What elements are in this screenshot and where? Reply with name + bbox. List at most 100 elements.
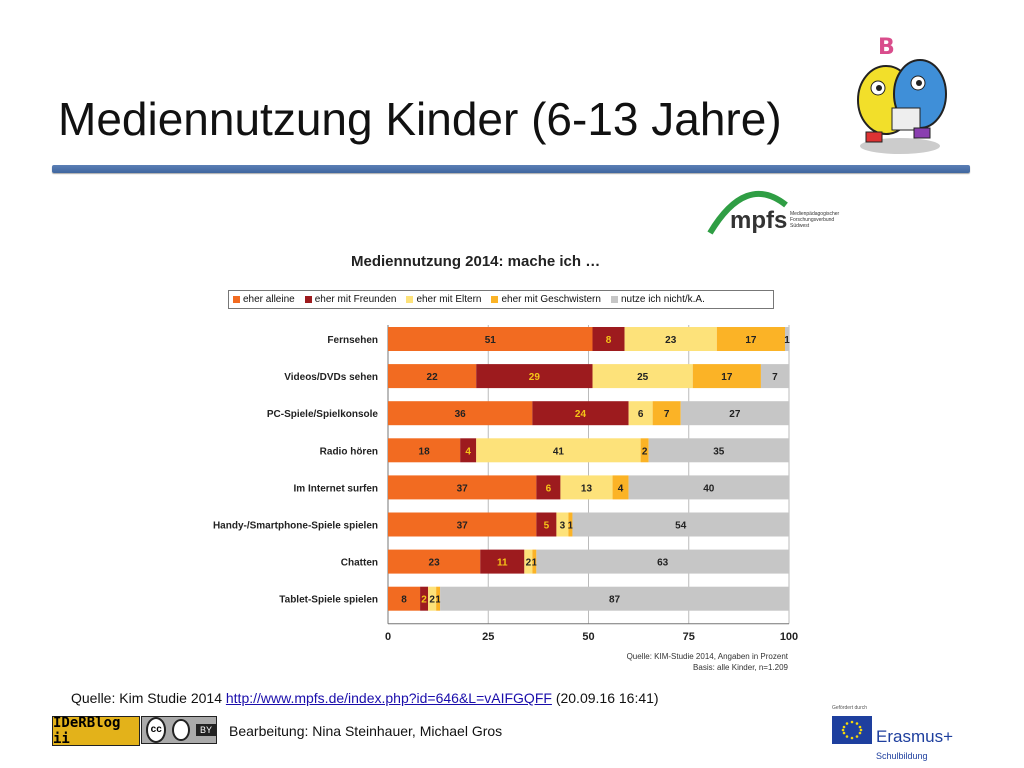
legend-item: nutze ich nicht/k.A. (610, 294, 705, 305)
data-label: 1 (784, 335, 790, 346)
source-link[interactable]: http://www.mpfs.de/index.php?id=646&L=vA… (225, 690, 552, 706)
data-label: 1 (435, 595, 441, 606)
bar-segment (476, 438, 641, 463)
bar-segment (388, 549, 481, 574)
bar-segment (628, 475, 789, 500)
legend-swatch (610, 296, 618, 303)
data-label: 24 (575, 409, 587, 420)
legend-label: eher mit Freunden (314, 294, 397, 305)
data-label: 40 (703, 483, 715, 494)
chart-legend: eher alleine eher mit Freunden eher mit El… (228, 290, 774, 309)
category-label: Chatten (341, 558, 378, 569)
bar-segment (532, 401, 629, 426)
bar-segment (568, 512, 573, 537)
bar-segment (692, 364, 761, 389)
x-tick-label: 0 (385, 631, 391, 643)
legend-label: eher mit Eltern (416, 294, 482, 305)
bar-segment (532, 549, 537, 574)
data-label: 5 (544, 521, 550, 532)
bar-segment (388, 475, 537, 500)
data-label: 22 (427, 372, 439, 383)
bar-segment (624, 327, 717, 351)
title-divider (52, 165, 970, 173)
slide-title: Mediennutzung Kinder (6-13 Jahre) (58, 93, 782, 145)
data-label: 2 (429, 595, 435, 606)
category-label: PC-Spiele/Spielkonsole (267, 409, 379, 420)
data-label: 6 (638, 409, 644, 420)
mpfs-arc-icon (707, 190, 788, 235)
legend-label: eher mit Geschwistern (501, 294, 601, 305)
bar-segment (556, 512, 569, 537)
source-prefix: Quelle: Kim Studie 2014 (71, 690, 226, 706)
data-label: 13 (581, 483, 593, 494)
bar-segment (524, 549, 533, 574)
data-label: 2 (642, 446, 648, 457)
data-label: 3 (560, 521, 566, 532)
x-tick-label: 100 (780, 631, 798, 643)
credit-line: Bearbeitung: Nina Steinhauer, Michael Gr… (229, 723, 503, 739)
bar-segment (388, 327, 593, 351)
bar-segment (536, 512, 557, 537)
erasmus-logo-text: Erasmus+ (876, 727, 953, 746)
data-label: 25 (637, 372, 649, 383)
legend-item: eher mit Geschwistern (491, 294, 601, 305)
bar-segment (420, 586, 429, 611)
data-label: 36 (455, 409, 467, 420)
x-tick-label: 25 (482, 631, 494, 643)
legend-item: eher mit Eltern (406, 294, 481, 305)
erasmus-subtitle: Schulbildung (876, 751, 928, 761)
category-label: Handy-/Smartphone-Spiele spielen (213, 521, 378, 532)
data-label: 35 (713, 446, 725, 457)
chart-source: Quelle: KIM-Studie 2014, Angaben in Proz… (612, 651, 788, 673)
x-tick-label: 50 (582, 631, 594, 643)
data-label: 1 (532, 558, 538, 569)
data-label: 4 (618, 483, 624, 494)
erasmus-supported-label: Gefördert durch (832, 705, 868, 711)
data-label: 2 (526, 558, 532, 569)
category-label: Tablet-Spiele spielen (279, 595, 378, 606)
data-label: 87 (609, 595, 621, 606)
data-label: 2 (421, 595, 427, 606)
data-label: 17 (745, 335, 757, 346)
data-label: 51 (485, 335, 497, 346)
bar-segment (716, 327, 785, 351)
mascot-logo: B (857, 35, 947, 154)
legend-swatch (233, 296, 240, 303)
bar-segment (480, 549, 525, 574)
data-label: 11 (497, 558, 508, 569)
eu-flag-icon (832, 716, 872, 744)
bar-segment (536, 549, 789, 574)
data-label: 41 (553, 446, 565, 457)
bar-segment (640, 438, 649, 463)
data-label: 63 (657, 558, 669, 569)
bar-segment (760, 364, 789, 389)
data-label: 4 (465, 446, 471, 457)
source-suffix: (20.09.16 16:41) (551, 690, 659, 706)
chart-source-text: Quelle: KIM-Studie 2014, Angaben in Proz… (626, 652, 788, 661)
svg-text:B: B (878, 35, 895, 60)
attribution-icon (172, 719, 190, 741)
legend-item: eher alleine (233, 294, 295, 305)
data-label: 23 (429, 558, 441, 569)
category-label: Videos/DVDs sehen (284, 372, 378, 383)
source-line: Quelle: Kim Studie 2014 http://www.mpfs.… (71, 690, 659, 706)
bar-segment (388, 438, 461, 463)
chart-basis-text: Basis: alle Kinder, n=1.209 (693, 663, 788, 672)
bar-segment (592, 327, 625, 351)
bar-segment (388, 586, 421, 611)
data-label: 29 (529, 372, 541, 383)
bar-segment (612, 475, 629, 500)
category-label: Fernsehen (327, 335, 378, 346)
bar-segment (536, 475, 561, 500)
data-label: 8 (401, 595, 407, 606)
legend-swatch (406, 296, 414, 303)
mpfs-logo-subtitle: Medienpädagogischer Forschungsverbund Sü… (790, 211, 840, 229)
data-label: 18 (419, 446, 431, 457)
cc-by-label: BY (195, 724, 216, 736)
legend-label: nutze ich nicht/k.A. (620, 294, 705, 305)
data-label: 23 (665, 335, 677, 346)
bar-segment (436, 586, 441, 611)
cc-by-badge: cc BY (141, 716, 217, 744)
chart-title: Mediennutzung 2014: mache ich … (351, 253, 601, 270)
